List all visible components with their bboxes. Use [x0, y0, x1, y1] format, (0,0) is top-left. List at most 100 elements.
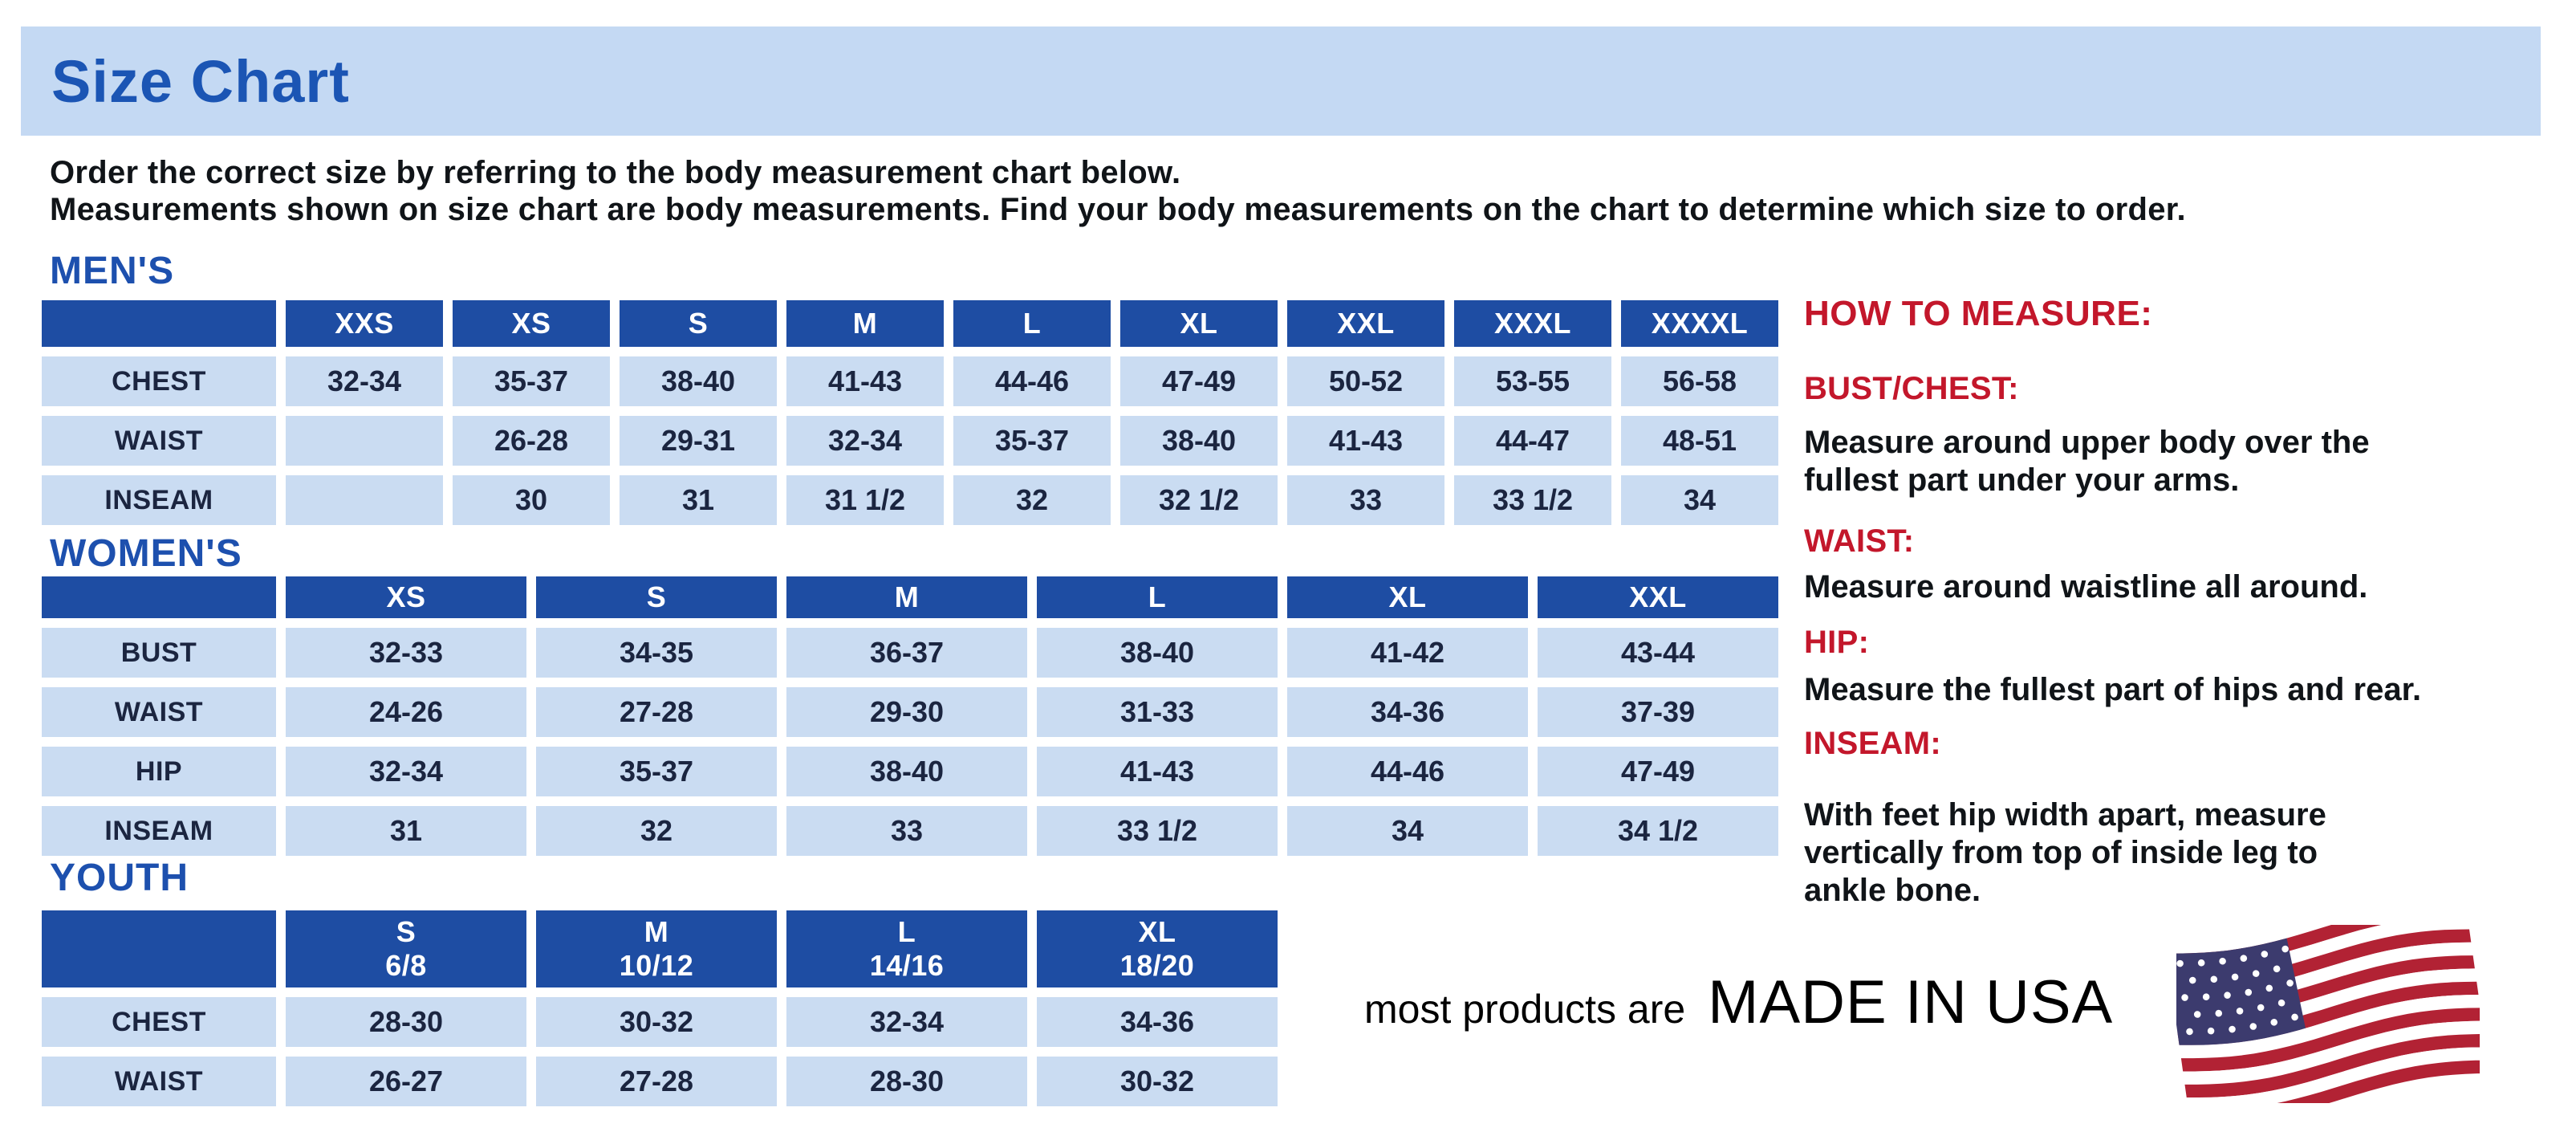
cell-value: 44-47: [1454, 416, 1611, 466]
cell-value: 38-40: [786, 747, 1027, 796]
cell-value: 30: [453, 475, 610, 525]
measure-text: Measure around waistline all around.: [1804, 569, 2368, 605]
cell-value: 53-55: [1454, 356, 1611, 406]
table-row: WAIST 26-28 29-31 32-34 35-37 38-40 41-43 44-47…: [42, 416, 1778, 466]
column-header-youth: S 6/8: [286, 910, 526, 987]
column-header-mens: XXXXL: [1621, 300, 1778, 347]
title-banner: Size Chart: [21, 26, 2541, 136]
row-label: WAIST: [42, 416, 276, 466]
cell-value: 35-37: [536, 747, 777, 796]
cell-value: 38-40: [1037, 628, 1278, 678]
cell-value: 32: [953, 475, 1111, 525]
cell-value: 33 1/2: [1454, 475, 1611, 525]
cell-value: 41-43: [1037, 747, 1278, 796]
row-label: CHEST: [42, 997, 276, 1047]
measure-text: Measure the fullest part of hips and rea…: [1804, 672, 2422, 707]
cell-value: 34 1/2: [1538, 806, 1778, 856]
cell-value: [286, 416, 443, 466]
cell-value: 41-43: [1287, 416, 1444, 466]
row-label: CHEST: [42, 356, 276, 406]
how-to-measure-section: HOW TO MEASURE: BUST/CHEST: Measure aroun…: [1804, 0, 2574, 1132]
cell-value: 32: [536, 806, 777, 856]
row-label: INSEAM: [42, 475, 276, 525]
table-row: WAIST 26-27 27-28 28-30 30-32: [42, 1057, 1278, 1106]
cell-value: 28-30: [786, 1057, 1027, 1106]
table-row: INSEAM 31 32 33 33 1/2 34 34 1/2: [42, 806, 1778, 856]
cell-value: 34-35: [536, 628, 777, 678]
column-header-womens: XS: [286, 576, 526, 618]
cell-value: 27-28: [536, 1057, 777, 1106]
cell-value: 33: [786, 806, 1027, 856]
measure-text: With feet hip width apart, measure verti…: [1804, 797, 2326, 908]
row-label: WAIST: [42, 1057, 276, 1106]
cell-value: 47-49: [1120, 356, 1278, 406]
cell-value: 34-36: [1287, 687, 1528, 737]
cell-value: 32-33: [286, 628, 526, 678]
cell-value: 56-58: [1621, 356, 1778, 406]
table-row: CHEST 28-30 30-32 32-34 34-36: [42, 997, 1278, 1047]
cell-value: 24-26: [286, 687, 526, 737]
cell-value: 31: [286, 806, 526, 856]
cell-value: 32-34: [286, 356, 443, 406]
row-label: WAIST: [42, 687, 276, 737]
cell-value: 35-37: [953, 416, 1111, 466]
cell-value: 38-40: [1120, 416, 1278, 466]
table-row: BUST 32-33 34-35 36-37 38-40 41-42 43-44: [42, 628, 1778, 678]
intro-text: Order the correct size by referring to t…: [50, 154, 2186, 228]
cell-value: 32-34: [786, 997, 1027, 1047]
column-header-mens: XXL: [1287, 300, 1444, 347]
row-label: HIP: [42, 747, 276, 796]
cell-value: 47-49: [1538, 747, 1778, 796]
size-table-womens: XS S M L XL XXL BUST 32-33 34-35 36-37 38-40 41-42 4…: [32, 567, 1788, 865]
column-header-mens: XL: [1120, 300, 1278, 347]
measure-label: HIP:: [1804, 625, 1870, 660]
size-table-youth: S 6/8 M 10/12 L 14/16 XL 18/20 CHEST 28-30 30-…: [32, 901, 1287, 1116]
column-header-womens-blank: [42, 576, 276, 618]
cell-value: 32-34: [286, 747, 526, 796]
column-header-womens: L: [1037, 576, 1278, 618]
row-label: INSEAM: [42, 806, 276, 856]
cell-value: 36-37: [786, 628, 1027, 678]
column-header-youth-blank: [42, 910, 276, 987]
cell-value: 31-33: [1037, 687, 1278, 737]
cell-value: 33 1/2: [1037, 806, 1278, 856]
table-row: CHEST 32-34 35-37 38-40 41-43 44-46 47-49 50-52…: [42, 356, 1778, 406]
column-header-youth: L 14/16: [786, 910, 1027, 987]
cell-value: 41-43: [786, 356, 944, 406]
cell-value: 31 1/2: [786, 475, 944, 525]
cell-value: 26-27: [286, 1057, 526, 1106]
column-header-mens: XXXL: [1454, 300, 1611, 347]
cell-value: 41-42: [1287, 628, 1528, 678]
column-header-mens: L: [953, 300, 1111, 347]
intro-line-1: Order the correct size by referring to t…: [50, 155, 1181, 190]
measure-label: BUST/CHEST:: [1804, 371, 2019, 406]
usa-flag-icon: [2176, 925, 2480, 1103]
column-header-mens: M: [786, 300, 944, 347]
intro-line-2: Measurements shown on size chart are bod…: [50, 192, 2186, 227]
cell-value: 30-32: [1037, 1057, 1278, 1106]
cell-value: 28-30: [286, 997, 526, 1047]
column-header-youth: M 10/12: [536, 910, 777, 987]
column-header-mens: XXS: [286, 300, 443, 347]
cell-value: 29-31: [620, 416, 777, 466]
measure-text: Measure around upper body over the fulle…: [1804, 425, 2370, 498]
row-label: BUST: [42, 628, 276, 678]
measure-label: INSEAM:: [1804, 726, 1941, 761]
made-in-usa-row: most products are MADE IN USA: [1364, 967, 2113, 1037]
column-header-mens: S: [620, 300, 777, 347]
cell-value: 48-51: [1621, 416, 1778, 466]
table-row: HIP 32-34 35-37 38-40 41-43 44-46 47-49: [42, 747, 1778, 796]
cell-value: 29-30: [786, 687, 1027, 737]
cell-value: 32 1/2: [1120, 475, 1278, 525]
column-header-womens: XXL: [1538, 576, 1778, 618]
made-in-usa-prefix: most products are: [1364, 987, 1686, 1032]
column-header-youth: XL 18/20: [1037, 910, 1278, 987]
cell-value: 30-32: [536, 997, 777, 1047]
page-title: Size Chart: [51, 48, 350, 115]
column-header-womens: M: [786, 576, 1027, 618]
column-header-womens: S: [536, 576, 777, 618]
cell-value: 32-34: [786, 416, 944, 466]
cell-value: 44-46: [1287, 747, 1528, 796]
cell-value: 43-44: [1538, 628, 1778, 678]
